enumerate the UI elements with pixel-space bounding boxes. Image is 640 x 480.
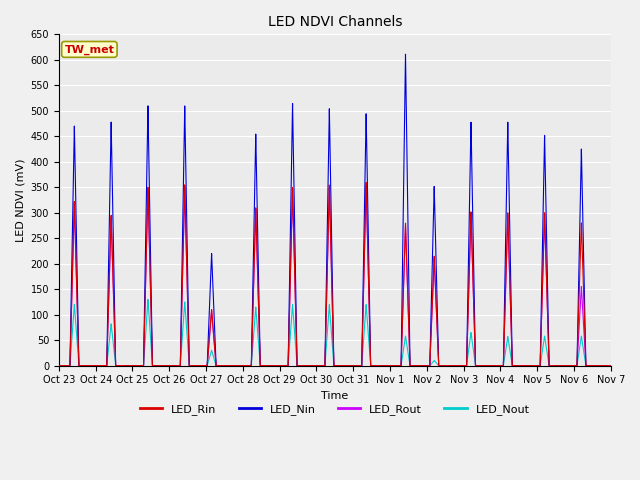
LED_Rout xyxy=(362,182,370,188)
LED_Rout xyxy=(176,363,184,369)
LED_Rout xyxy=(72,278,80,284)
LED_Nout xyxy=(607,363,614,369)
LED_Rout xyxy=(55,363,63,369)
LED_Rout xyxy=(347,363,355,369)
LED_Nout xyxy=(144,297,152,302)
Line: LED_Nin: LED_Nin xyxy=(59,54,611,366)
Line: LED_Rin: LED_Rin xyxy=(59,182,611,366)
LED_Nin xyxy=(402,51,410,57)
LED_Nin xyxy=(55,363,63,369)
LED_Nout xyxy=(176,363,184,369)
LED_Nin xyxy=(607,363,614,369)
LED_Nout xyxy=(347,363,355,369)
LED_Rin xyxy=(176,363,184,369)
Line: LED_Nout: LED_Nout xyxy=(59,300,611,366)
LED_Rin xyxy=(347,363,355,369)
Text: TW_met: TW_met xyxy=(65,44,115,55)
LED_Rout xyxy=(534,363,541,369)
X-axis label: Time: Time xyxy=(321,391,349,401)
Title: LED NDVI Channels: LED NDVI Channels xyxy=(268,15,402,29)
LED_Rin xyxy=(72,277,80,283)
LED_Nin xyxy=(347,363,355,369)
LED_Nout xyxy=(115,363,123,369)
LED_Rin xyxy=(55,363,63,369)
LED_Rin xyxy=(115,363,123,369)
LED_Rin xyxy=(534,363,541,369)
Y-axis label: LED NDVI (mV): LED NDVI (mV) xyxy=(15,158,25,242)
LED_Nout xyxy=(72,331,80,336)
LED_Rout xyxy=(115,363,123,369)
LED_Rin xyxy=(362,180,370,185)
LED_Rout xyxy=(607,363,614,369)
LED_Nin xyxy=(534,363,541,369)
LED_Nin xyxy=(188,363,195,369)
Legend: LED_Rin, LED_Nin, LED_Rout, LED_Nout: LED_Rin, LED_Nin, LED_Rout, LED_Nout xyxy=(136,400,534,420)
Line: LED_Rout: LED_Rout xyxy=(59,185,611,366)
LED_Nin xyxy=(72,238,80,244)
LED_Nout xyxy=(188,363,195,369)
LED_Nin xyxy=(176,363,184,369)
LED_Rin xyxy=(188,363,195,369)
LED_Rin xyxy=(607,363,614,369)
LED_Rout xyxy=(188,363,195,369)
LED_Nin xyxy=(115,363,123,369)
LED_Nout xyxy=(534,363,541,369)
LED_Nout xyxy=(55,363,63,369)
